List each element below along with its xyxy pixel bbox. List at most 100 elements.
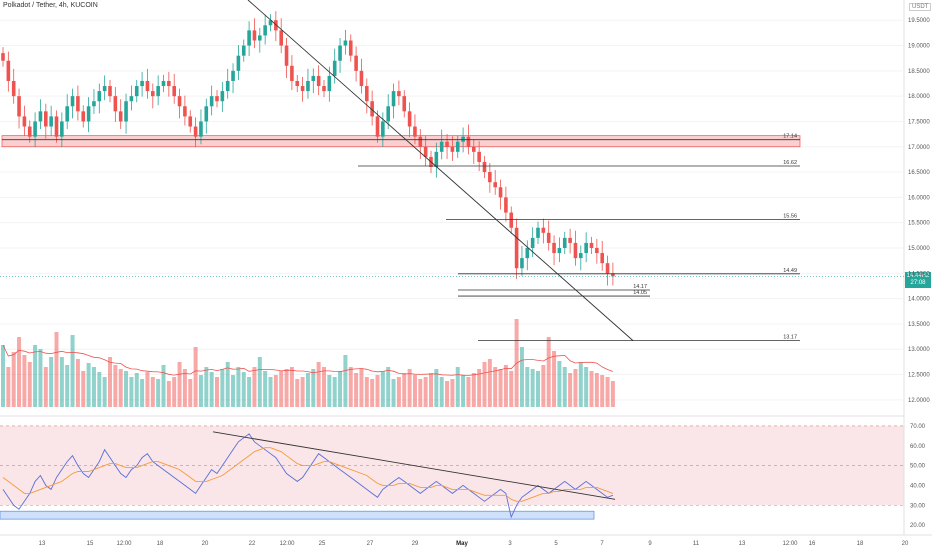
volume-bar: [188, 379, 193, 407]
volume-bar: [108, 357, 112, 407]
volume-bar: [573, 369, 578, 407]
candle-body: [290, 65, 294, 81]
candle-body: [455, 141, 460, 152]
volume-bar: [477, 369, 482, 407]
volume-bar: [466, 377, 471, 407]
price-tick-label: 17.0000: [908, 145, 930, 151]
price-tick-label: 19.5000: [908, 18, 930, 24]
price-tick-label: 12.0000: [908, 398, 930, 404]
time-tick-label: 15: [87, 541, 94, 547]
price-tick-label: 18.0000: [908, 94, 930, 100]
volume-bar: [546, 337, 551, 407]
candle-body: [204, 106, 209, 122]
time-tick-label: 20: [902, 541, 909, 547]
volume-layer: [1, 319, 615, 407]
candle-body: [236, 55, 241, 71]
price-tick-label: 13.5000: [908, 322, 930, 328]
candle-body: [124, 101, 128, 122]
volume-bar: [65, 365, 70, 407]
volume-bar: [17, 337, 22, 407]
volume-bar: [91, 367, 96, 407]
volume-bar: [471, 373, 476, 407]
candle-body: [54, 116, 59, 137]
candle-body: [102, 86, 107, 92]
price-tick-label: 13.0000: [908, 347, 930, 353]
volume-bar: [263, 371, 268, 407]
time-axis: 13 15 12:00 18 20 22 12:00 25 27 29 May 3 5 7 9 11 13 12:…: [39, 541, 909, 547]
trendline-layer: [247, 0, 634, 341]
time-tick-label: 13: [39, 541, 46, 547]
price-level-label: 17.14: [783, 134, 797, 140]
volume-bar: [118, 369, 123, 407]
candle-body: [27, 126, 32, 137]
candle-body: [183, 106, 187, 117]
price-grid: [0, 19, 904, 401]
volume-bar: [605, 377, 610, 407]
volume-bar: [11, 352, 16, 407]
candle-body: [11, 80, 16, 97]
time-tick-label: 9: [648, 541, 652, 547]
candle-body: [134, 86, 139, 97]
volume-bar: [49, 357, 54, 407]
candle-body: [562, 237, 567, 248]
candle-body: [258, 35, 262, 41]
volume-bar: [300, 377, 305, 407]
volume-bar: [247, 377, 252, 407]
candle-body: [418, 136, 423, 147]
volume-bar: [129, 377, 134, 407]
candle-body: [6, 60, 11, 81]
volume-bar: [552, 351, 557, 407]
volume-bar: [70, 335, 75, 407]
candle-body: [38, 111, 43, 122]
currency-badge[interactable]: USDT: [909, 3, 932, 11]
candle-body: [498, 187, 503, 198]
candle-body: [332, 60, 337, 76]
rsi-support-zone: [0, 510, 595, 520]
volume-bar: [487, 359, 492, 407]
candle-body: [600, 253, 604, 264]
volume-bar: [252, 367, 257, 407]
volume-bar: [557, 361, 562, 407]
price-level-label: 14.49: [783, 268, 797, 274]
candle-body: [536, 227, 540, 238]
candle-body: [370, 101, 374, 117]
volume-bar: [584, 367, 589, 407]
candle-body: [488, 172, 492, 183]
candle-body: [338, 45, 342, 61]
volume-bar: [445, 381, 450, 407]
volume-bar: [81, 371, 86, 407]
volume-bar: [75, 359, 80, 407]
candle-body: [118, 111, 123, 122]
volume-bar: [182, 369, 187, 407]
volume-bar: [193, 347, 198, 407]
candle-body: [161, 80, 166, 87]
resistance-zone: [1, 135, 801, 148]
volume-bar: [150, 377, 155, 407]
candle-body: [439, 141, 444, 152]
volume-bar: [370, 379, 375, 407]
candle-body: [530, 237, 535, 248]
candle-body: [300, 86, 305, 92]
volume-bar: [156, 379, 161, 407]
volume-bar: [530, 369, 535, 407]
rsi-line: [2, 433, 614, 519]
volume-bar: [423, 377, 428, 407]
candle-body: [605, 263, 610, 274]
volume-bar: [498, 369, 503, 407]
candle-body: [247, 30, 251, 46]
rsi-tick-label: 20.00: [910, 523, 926, 529]
price-tick-label: 15.5000: [908, 221, 930, 227]
price-tick-label: 16.0000: [908, 195, 930, 201]
candle-body: [413, 126, 417, 137]
candle-body: [354, 55, 358, 71]
volume-bar: [97, 372, 102, 407]
volume-bar: [359, 369, 364, 407]
volume-bar: [450, 379, 455, 407]
rsi-tick-label: 40.00: [910, 483, 926, 489]
volume-bar: [386, 367, 391, 407]
volume-bar: [289, 367, 294, 407]
candle-body: [97, 91, 102, 102]
volume-bar: [161, 365, 166, 407]
time-tick-label: 12:00: [279, 541, 295, 547]
